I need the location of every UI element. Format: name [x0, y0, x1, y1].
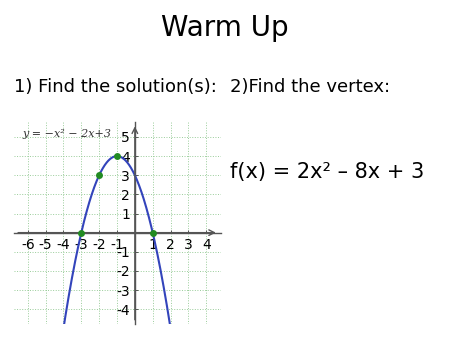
Text: Warm Up: Warm Up — [161, 14, 289, 42]
Text: y = −x² − 2x+3: y = −x² − 2x+3 — [22, 129, 112, 139]
Text: f(x) = 2x² – 8x + 3: f(x) = 2x² – 8x + 3 — [230, 162, 424, 182]
Text: 1) Find the solution(s):: 1) Find the solution(s): — [14, 78, 216, 96]
Text: 2)Find the vertex:: 2)Find the vertex: — [230, 78, 390, 96]
